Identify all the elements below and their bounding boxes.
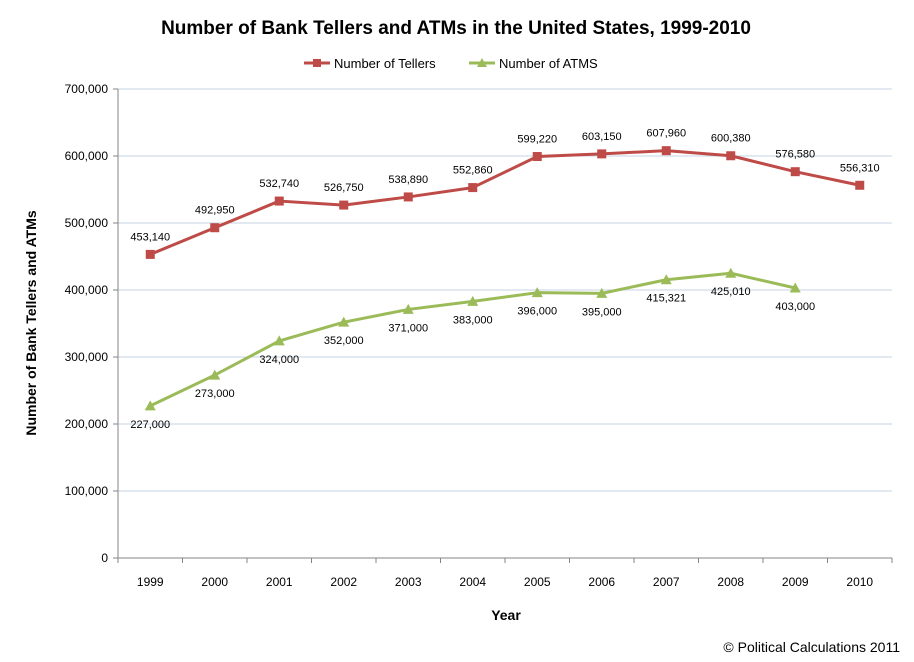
series-line-atms: [149, 271, 796, 408]
atms-point: [725, 267, 737, 278]
x-tick-label: 2002: [330, 575, 357, 589]
x-tick-label: 2003: [395, 575, 422, 589]
tellers-point: [403, 192, 413, 202]
x-tick-label: 2009: [782, 575, 809, 589]
tellers-point: [468, 183, 478, 193]
x-tick-label: 2001: [266, 575, 293, 589]
y-tick-label: 300,000: [65, 350, 109, 364]
atms-point: [660, 274, 672, 285]
atms-point: [273, 335, 285, 346]
data-label-atms: 396,000: [517, 306, 557, 318]
x-tick-label: 2005: [524, 575, 551, 589]
atms-point: [402, 303, 414, 314]
tellers-point: [145, 249, 155, 259]
tellers-point: [790, 167, 800, 177]
data-label-atms: 415,321: [646, 293, 686, 305]
data-label-atms: 403,000: [775, 301, 815, 313]
tellers-point: [597, 149, 607, 159]
tellers-point: [726, 151, 736, 161]
data-label-tellers: 576,580: [775, 149, 815, 161]
data-label-atms: 352,000: [324, 335, 364, 347]
atms-point: [338, 316, 350, 327]
y-tick-label: 400,000: [65, 283, 109, 297]
x-tick-label: 2000: [201, 575, 228, 589]
legend-atms-label: Number of ATMS: [499, 56, 598, 71]
tellers-point: [274, 196, 284, 206]
atms-point: [209, 369, 221, 380]
atms-point: [596, 287, 608, 298]
legend-tellers-label: Number of Tellers: [334, 56, 436, 71]
data-label-tellers: 492,950: [195, 205, 235, 217]
credit-text: © Political Calculations 2011: [723, 639, 900, 655]
legend-atms-marker: [477, 58, 487, 67]
tellers-point: [210, 223, 220, 233]
data-label-tellers: 600,380: [711, 133, 751, 145]
y-tick-label: 600,000: [65, 149, 109, 163]
x-axis-ticks: 1999 2000 2001 2002 2003 2004 2005 2006 2007 2008…: [117, 558, 893, 589]
series-layer: [144, 146, 865, 411]
data-label-tellers: 532,740: [259, 178, 299, 190]
tellers-point: [532, 152, 542, 162]
y-tick-label: 500,000: [65, 216, 109, 230]
data-label-atms: 324,000: [259, 354, 299, 366]
data-label-atms: 383,000: [453, 314, 493, 326]
chart-title: Number of Bank Tellers and ATMs in the U…: [161, 18, 751, 39]
y-tick-label: 0: [101, 551, 108, 565]
y-tick-label: 700,000: [65, 82, 109, 96]
legend-tellers-marker: [313, 59, 321, 67]
data-label-tellers: 526,750: [324, 182, 364, 194]
atms-point: [789, 282, 801, 293]
x-tick-label: 1999: [137, 575, 164, 589]
data-labels: 453,140 492,950 532,740 526,750 538,890 552,8…: [130, 128, 879, 431]
y-axis-title: Number of Bank Tellers and ATMs: [23, 210, 39, 436]
data-label-tellers: 538,890: [388, 174, 428, 186]
x-tick-label: 2007: [653, 575, 680, 589]
series-line-tellers: [149, 149, 861, 256]
data-label-tellers: 556,310: [840, 162, 880, 174]
x-tick-label: 2008: [717, 575, 744, 589]
data-label-tellers: 603,150: [582, 131, 622, 143]
data-label-tellers: 607,960: [646, 128, 686, 140]
y-tick-label: 100,000: [65, 484, 109, 498]
data-label-atms: 425,010: [711, 286, 751, 298]
y-tick-label: 200,000: [65, 417, 109, 431]
atms-point: [531, 287, 543, 298]
x-axis-title: Year: [491, 607, 521, 623]
tellers-point: [339, 200, 349, 210]
data-label-atms: 395,000: [582, 306, 622, 318]
tellers-point: [661, 146, 671, 156]
data-label-tellers: 552,860: [453, 165, 493, 177]
atms-point: [144, 400, 156, 411]
legend: Number of Tellers Number of ATMS: [304, 56, 598, 71]
x-tick-label: 2004: [459, 575, 486, 589]
tellers-point: [855, 180, 865, 190]
data-label-atms: 371,000: [388, 322, 428, 334]
y-axis-ticks: 0 100,000 200,000 300,000 400,000 500,000 600,…: [65, 82, 118, 565]
data-label-tellers: 599,220: [517, 134, 557, 146]
x-tick-label: 2010: [846, 575, 873, 589]
data-label-atms: 227,000: [130, 419, 170, 431]
data-label-atms: 273,000: [195, 388, 235, 400]
data-label-tellers: 453,140: [130, 231, 170, 243]
atms-point: [467, 295, 479, 306]
x-tick-label: 2006: [588, 575, 615, 589]
